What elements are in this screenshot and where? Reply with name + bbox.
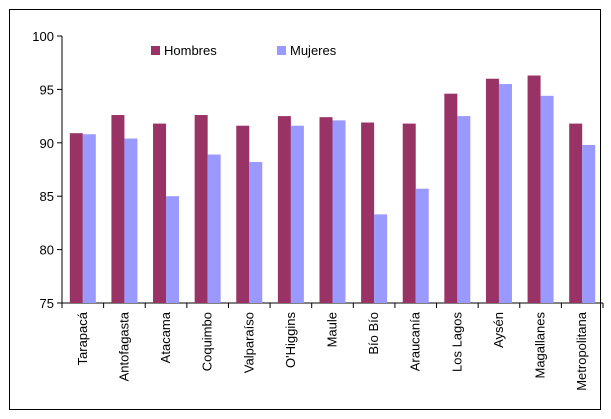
bar-mujeres: [249, 162, 263, 303]
legend-swatch-hombres: [151, 46, 160, 55]
bar-mujeres: [207, 154, 221, 303]
bar-hombres: [402, 123, 416, 304]
x-category-label: Valparaíso: [241, 312, 256, 373]
bar-hombres: [153, 123, 167, 304]
bar-hombres: [111, 115, 125, 303]
x-category-label: Antofagasta: [116, 311, 131, 381]
x-category-labels: Tarapacá Antofagasta Atacama Coquimbo Valpar…: [75, 311, 589, 391]
y-tick-label: 95: [40, 82, 54, 97]
bar-hombres: [569, 123, 583, 304]
y-tick-label: 100: [32, 29, 54, 44]
bar-mujeres: [415, 188, 429, 303]
bar-mujeres: [332, 120, 346, 303]
bar-mujeres: [374, 214, 388, 303]
bar-mujeres: [582, 144, 596, 303]
bar-mujeres: [124, 138, 138, 303]
bar-hombres: [277, 116, 291, 303]
bar-mujeres: [498, 84, 512, 303]
x-category-label: Aysén: [491, 312, 506, 348]
bar-mujeres: [457, 116, 471, 303]
x-category-label: Los Lagos: [449, 312, 464, 372]
x-category-label: Araucanía: [408, 311, 423, 371]
y-tick-label: 90: [40, 136, 54, 151]
x-category-label: Metropolitana: [574, 311, 589, 391]
bar-hombres: [236, 125, 250, 303]
chart-bars: [69, 75, 596, 304]
y-tick-label: 80: [40, 243, 54, 258]
y-tick-label: 75: [40, 296, 54, 311]
x-category-label: Coquimbo: [200, 312, 215, 371]
legend-label-hombres: Hombres: [164, 43, 217, 58]
legend-swatch-mujeres: [277, 46, 286, 55]
x-category-label: O'Higgins: [283, 312, 298, 368]
y-tick-label: 85: [40, 189, 54, 204]
bar-mujeres: [290, 125, 304, 303]
bar-mujeres: [540, 95, 554, 303]
bar-hombres: [319, 117, 333, 303]
y-tick-labels: 75 80 85 90 95 100: [32, 29, 54, 311]
x-category-label: Atacama: [158, 311, 173, 363]
x-category-label: Bío Bío: [366, 312, 381, 355]
bar-hombres: [444, 93, 458, 303]
bar-hombres: [527, 75, 541, 304]
legend-label-mujeres: Mujeres: [290, 43, 337, 58]
bar-hombres: [69, 133, 83, 303]
legend: Hombres Mujeres: [151, 43, 337, 58]
x-category-label: Tarapacá: [75, 311, 90, 365]
x-category-label: Magallanes: [533, 312, 548, 379]
bar-mujeres: [166, 196, 180, 303]
bar-hombres: [485, 78, 499, 303]
bar-mujeres: [82, 134, 96, 303]
x-category-label: Maule: [325, 312, 340, 347]
bar-hombres: [361, 122, 375, 304]
bar-hombres: [194, 115, 208, 303]
